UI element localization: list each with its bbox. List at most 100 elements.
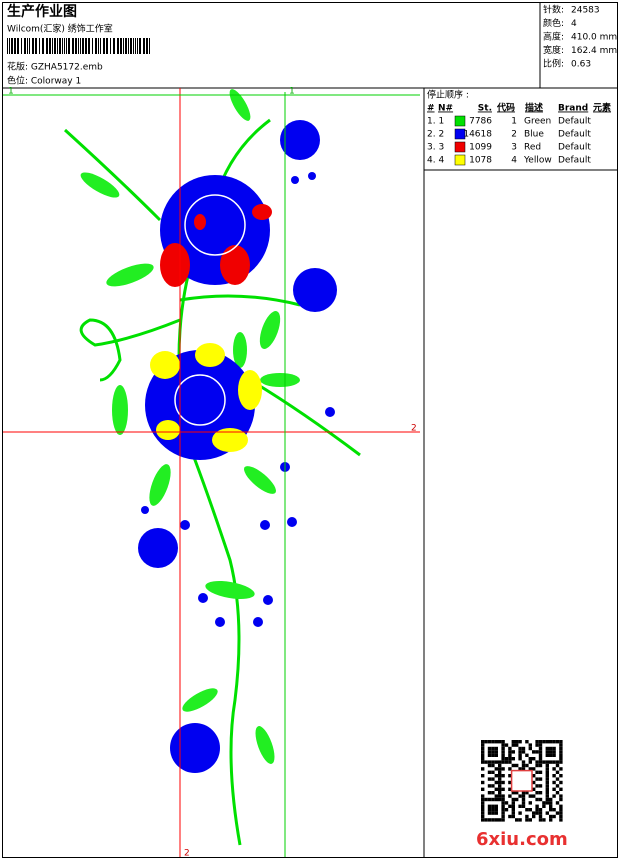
qr-cell <box>532 774 536 778</box>
qr-cell <box>535 791 539 795</box>
row-index: 1. 1 <box>427 117 444 127</box>
design-name: 花版: GZHA5172.emb <box>7 61 103 73</box>
qr-cell <box>501 757 505 761</box>
qr-cell <box>501 760 505 764</box>
qr-cell <box>545 787 549 791</box>
qr-cell <box>508 746 512 751</box>
qr-cell <box>542 818 546 822</box>
stat-value: 162.4 mm <box>571 46 617 56</box>
qr-cell <box>511 757 515 761</box>
qr-cell <box>501 743 505 747</box>
qr-cell <box>501 787 505 791</box>
qr-cell <box>491 750 495 754</box>
bar-stripe <box>88 38 90 54</box>
row-index: 4. 4 <box>427 156 444 166</box>
qr-cell <box>491 811 495 815</box>
qr-cell <box>559 787 563 791</box>
qr-cell <box>494 774 498 778</box>
qr-cell <box>498 797 502 802</box>
qr-cell <box>528 801 532 805</box>
qr-cell <box>528 794 532 798</box>
qr-cell <box>538 750 543 754</box>
qr-cell <box>511 801 515 805</box>
qr-cell <box>491 746 495 751</box>
qr-cell <box>559 818 563 822</box>
qr-cell <box>498 784 502 788</box>
brand: Default <box>558 143 591 153</box>
qr-cell <box>535 797 539 802</box>
qr-cell <box>501 746 505 751</box>
qr-cell <box>545 760 549 764</box>
qr-cell <box>491 791 495 795</box>
qr-cell <box>528 743 532 747</box>
qr-cell <box>549 818 553 822</box>
row-index: 3. 3 <box>427 143 444 153</box>
qr-cell <box>501 780 505 785</box>
bar-stripe <box>72 38 74 54</box>
row-index: 2. 2 <box>427 130 444 140</box>
qr-cell <box>559 746 563 751</box>
qr-cell <box>491 760 495 764</box>
qr-cell <box>481 801 485 805</box>
bar-stripe <box>11 38 13 54</box>
bar-stripe <box>123 38 124 54</box>
qr-cell <box>508 750 512 754</box>
qr-cell <box>518 804 522 808</box>
qr-cell <box>525 818 529 822</box>
qr-cell <box>559 780 563 785</box>
qr-cell <box>481 811 485 815</box>
qr-cell <box>518 757 522 761</box>
marker: 2 <box>184 849 190 859</box>
qr-cell <box>549 804 553 808</box>
qr-cell <box>525 814 529 819</box>
brand: Default <box>558 130 591 140</box>
qr-cell <box>481 780 485 785</box>
qr-cell <box>504 743 509 747</box>
qr-cell <box>501 818 505 822</box>
bar-stripe <box>21 38 22 54</box>
qr-cell <box>552 750 556 754</box>
qr-cell <box>511 763 515 768</box>
qr-cell <box>549 753 553 757</box>
bar-stripe <box>78 38 79 54</box>
qr-cell <box>508 760 512 764</box>
qr-cell <box>532 794 536 798</box>
qr-cell <box>501 774 505 778</box>
qr-cell <box>508 753 512 757</box>
qr-cell <box>518 753 522 757</box>
qr-cell <box>498 780 502 785</box>
qr-cell <box>521 750 526 754</box>
qr-cell <box>484 740 488 744</box>
qr-cell <box>498 767 502 771</box>
qr-cell <box>494 808 498 812</box>
qr-cell <box>508 804 512 808</box>
column-header: 代码 <box>496 102 515 114</box>
bar-stripe <box>128 38 129 54</box>
bar-stripe <box>133 38 134 54</box>
qr-cell <box>559 797 563 802</box>
column-header: 元素 <box>593 102 611 114</box>
qr-cell <box>532 780 536 785</box>
qr-cell <box>481 750 485 754</box>
qr-cell <box>552 808 556 812</box>
qr-cell <box>508 794 512 798</box>
qr-cell <box>552 787 556 791</box>
bar-stripe <box>14 38 16 54</box>
brand: Default <box>558 156 591 166</box>
color-swatch <box>454 154 466 166</box>
qr-cell <box>552 760 556 764</box>
qr-cell <box>528 757 532 761</box>
qr-cell <box>521 760 526 764</box>
qr-cell <box>501 767 505 771</box>
bar-stripe <box>75 38 77 54</box>
qr-cell <box>504 808 509 812</box>
qr-cell <box>525 763 529 768</box>
qr-cell <box>535 811 539 815</box>
qr-cell <box>487 740 492 744</box>
bar-stripe <box>146 38 148 54</box>
bar-stripe <box>42 38 44 54</box>
qr-cell <box>552 780 556 785</box>
qr-cell <box>481 753 485 757</box>
qr-cell <box>545 770 549 774</box>
stat-value: 4 <box>571 19 577 29</box>
